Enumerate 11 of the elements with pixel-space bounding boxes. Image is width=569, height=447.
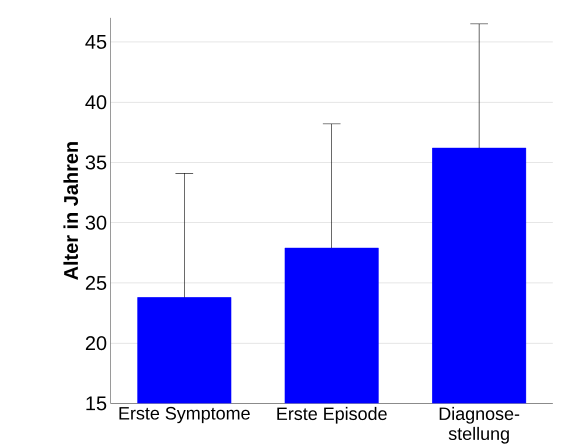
- y-axis-title: Alter in Jahren: [63, 142, 78, 280]
- y-tick-label: 45: [85, 35, 106, 49]
- y-tick-label: 30: [86, 216, 106, 230]
- y-tick-label: 25: [86, 276, 106, 290]
- y-tick-label: 15: [86, 396, 106, 410]
- x-tick-label: Diagnose-stellung: [440, 406, 520, 444]
- y-tick-label: 40: [85, 95, 106, 110]
- x-tick-label: Erste Episode: [277, 406, 387, 424]
- x-tick-label: Erste Symptome: [119, 406, 250, 424]
- y-tick-label: 20: [86, 336, 106, 350]
- y-tick-label: 35: [86, 155, 106, 170]
